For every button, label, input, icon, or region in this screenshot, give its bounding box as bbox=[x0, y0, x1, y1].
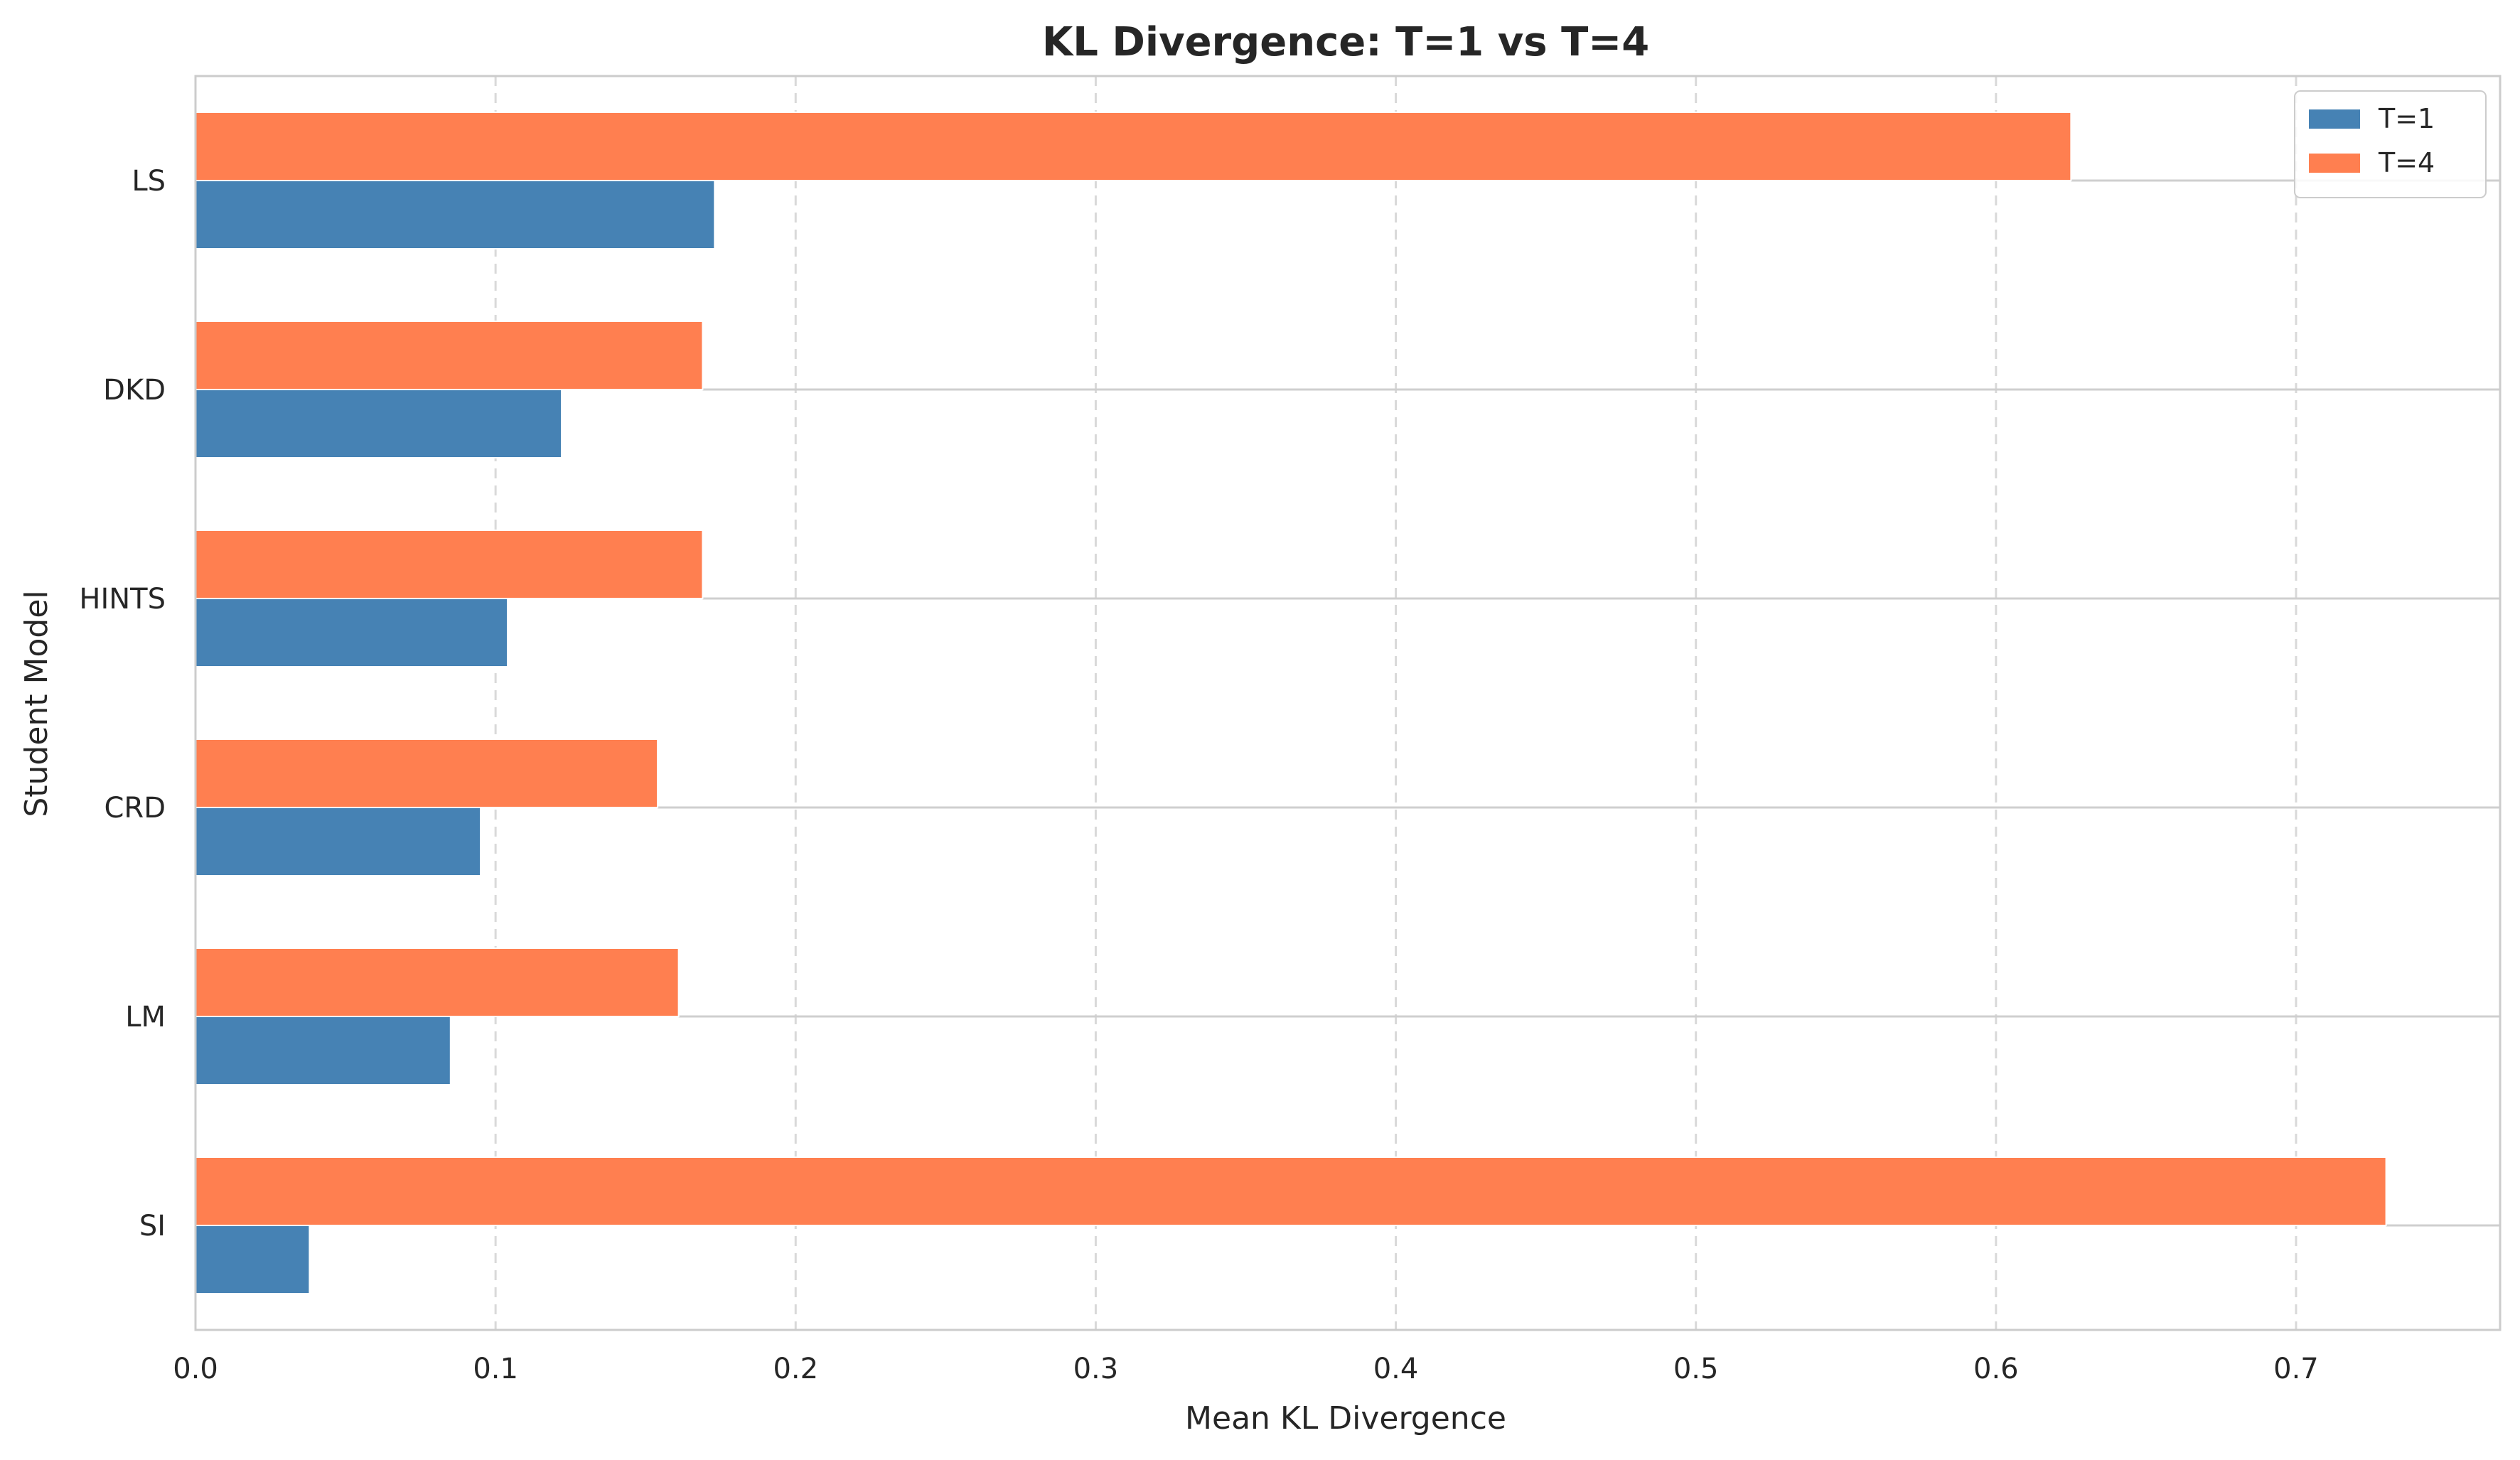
chart-title: KL Divergence: T=1 vs T=4 bbox=[1042, 19, 1649, 65]
y-tick-labels: LS DKD HINTS CRD LM SI bbox=[79, 165, 166, 1242]
x-tick-label: 0.3 bbox=[1073, 1353, 1119, 1385]
x-tick-label: 0.1 bbox=[473, 1353, 518, 1385]
plot-frame bbox=[194, 75, 2502, 1331]
x-axis-label: Mean KL Divergence bbox=[1185, 1400, 1506, 1437]
bar-t1 bbox=[195, 1225, 311, 1294]
x-tick-label: 0.0 bbox=[173, 1353, 218, 1385]
y-tick-label: DKD bbox=[103, 374, 166, 407]
x-tick-label: 0.4 bbox=[1373, 1353, 1419, 1385]
y-tick-label: LS bbox=[132, 165, 166, 198]
bars bbox=[195, 112, 2387, 1294]
y-tick-label: SI bbox=[139, 1210, 166, 1242]
bar-t1 bbox=[195, 807, 482, 876]
legend-swatch bbox=[2309, 154, 2360, 173]
y-tick-label: HINTS bbox=[79, 583, 166, 616]
bar-t1 bbox=[195, 598, 509, 667]
bar-t1 bbox=[195, 389, 563, 458]
legend-label: T=4 bbox=[2378, 147, 2435, 178]
bar-t4 bbox=[195, 321, 704, 390]
bar-t4 bbox=[195, 112, 2072, 181]
x-tick-labels: 0.0 0.1 0.2 0.3 0.4 0.5 0.6 0.7 bbox=[173, 1353, 2319, 1385]
bar-t1 bbox=[195, 180, 716, 249]
x-tick-label: 0.5 bbox=[1673, 1353, 1719, 1385]
x-tick-label: 0.2 bbox=[773, 1353, 818, 1385]
bar-t4 bbox=[195, 739, 659, 808]
x-tick-label: 0.6 bbox=[1973, 1353, 2019, 1385]
x-tick-label: 0.7 bbox=[2273, 1353, 2319, 1385]
y-axis-label: Student Model bbox=[18, 590, 55, 817]
legend-label: T=1 bbox=[2378, 103, 2435, 134]
bar-t4 bbox=[195, 948, 680, 1017]
legend-swatch bbox=[2309, 109, 2360, 129]
y-tick-label: CRD bbox=[104, 792, 166, 825]
bar-t4 bbox=[195, 1156, 2387, 1226]
y-tick-label: LM bbox=[125, 1001, 166, 1034]
bar-t4 bbox=[195, 530, 704, 599]
legend: T=1T=4 bbox=[2294, 90, 2487, 198]
grid-lines bbox=[494, 76, 2500, 1330]
bar-t1 bbox=[195, 1016, 451, 1085]
